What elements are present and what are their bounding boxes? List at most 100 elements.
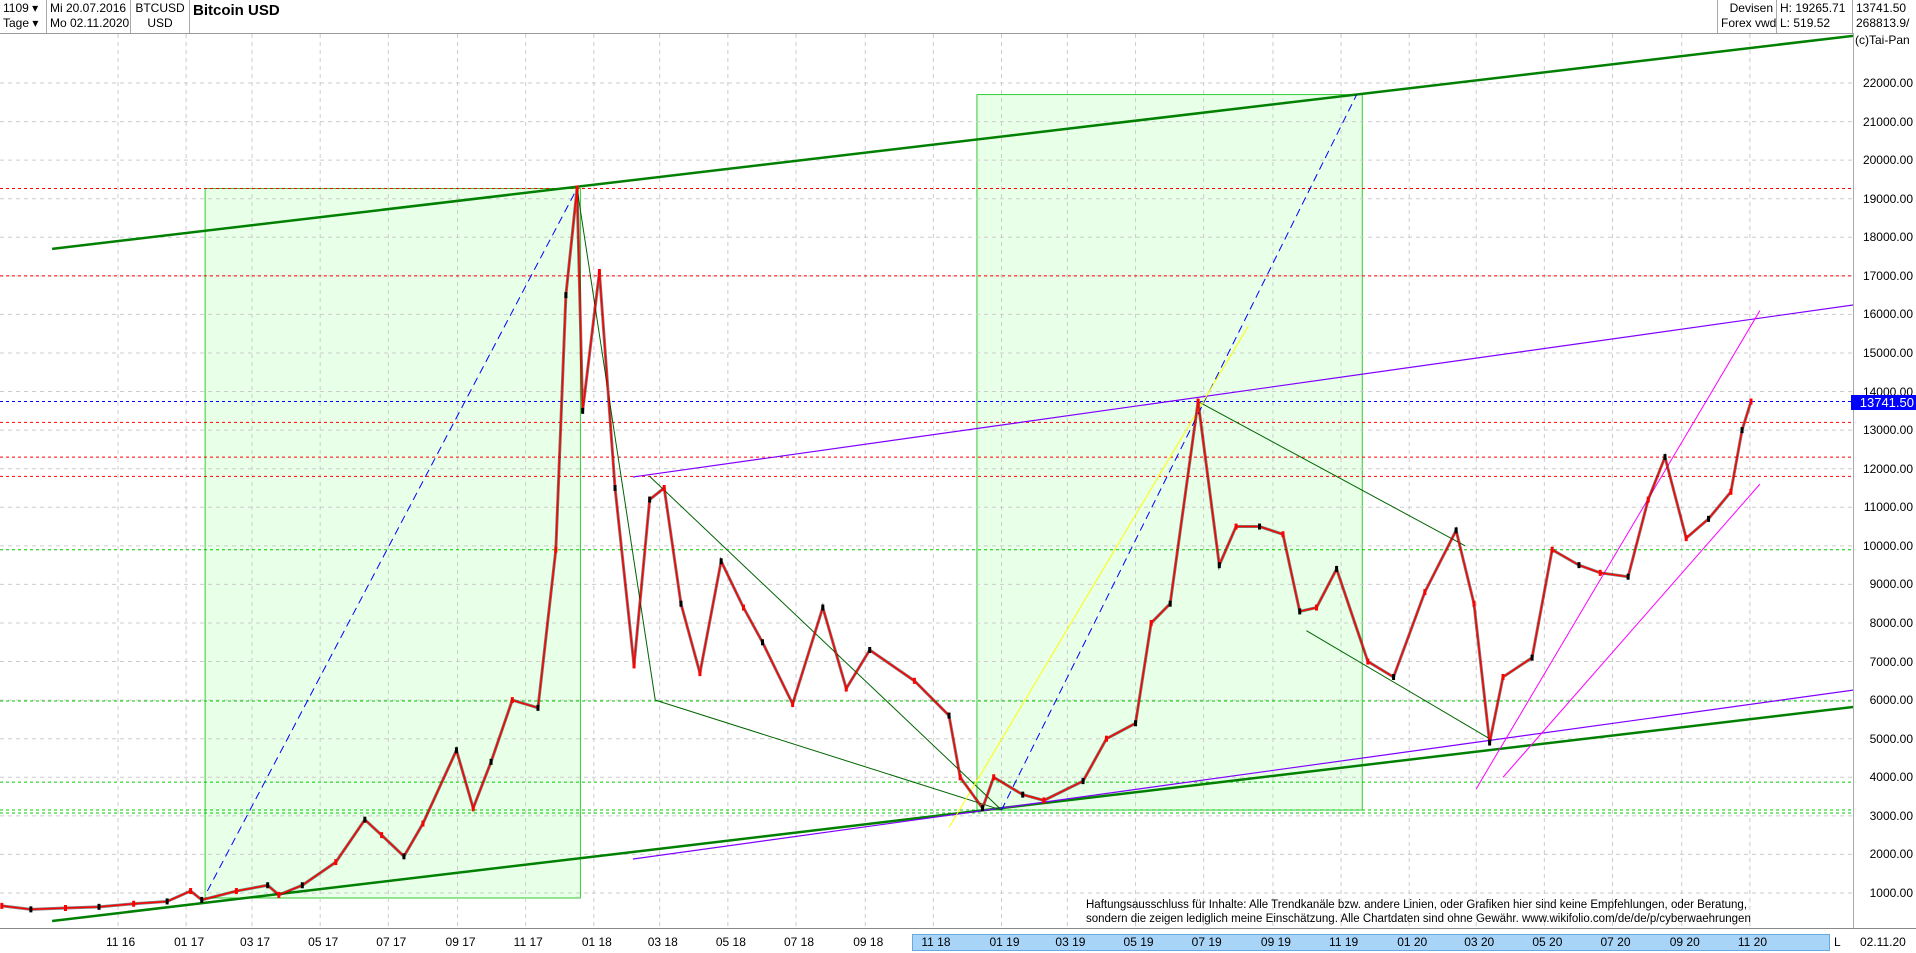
time-tick-label: 07 20 — [1600, 935, 1631, 949]
time-tick-label: 07 18 — [783, 935, 815, 949]
price-tick-label: 9000.00 — [1869, 577, 1913, 592]
trend-line — [649, 476, 1002, 811]
date-from: Mi 20.07.2016 — [50, 1, 127, 15]
candle — [29, 906, 33, 913]
candle — [947, 712, 951, 719]
time-axis[interactable]: L 02.11.20 11 16 01 17 03 17 05 17 07 17 09 1… — [0, 928, 1916, 953]
candle — [1663, 454, 1667, 461]
candle — [564, 292, 568, 299]
trend-line — [632, 689, 1853, 860]
candle — [1105, 735, 1109, 742]
time-tick-label: 05 20 — [1532, 935, 1563, 949]
candle — [189, 888, 193, 895]
current-price-label: 13741.50 — [1851, 394, 1916, 410]
price-tick-label: 3000.00 — [1869, 808, 1913, 823]
candle — [1626, 573, 1630, 580]
price-tick-label: 22000.00 — [1862, 76, 1913, 90]
last-cell: 13741.50 268813.9/ — [1853, 0, 1916, 33]
time-tick-label: 01 17 — [174, 935, 205, 949]
candle — [791, 700, 795, 707]
candle — [1081, 778, 1085, 785]
candle — [597, 268, 601, 275]
candle — [912, 677, 916, 684]
price-chart[interactable] — [0, 0, 1853, 928]
trend-line — [1197, 401, 1466, 547]
candle — [471, 805, 475, 812]
price-tick-label: 16000.00 — [1862, 307, 1913, 322]
candle — [1550, 546, 1554, 553]
candle — [421, 820, 425, 827]
exchange: Devisen — [1729, 1, 1773, 15]
candle — [1217, 562, 1221, 569]
axis-mode-button[interactable]: L — [1834, 935, 1841, 949]
high-value: H: 19265.71 — [1780, 1, 1846, 15]
candle — [1684, 535, 1688, 542]
candle — [1392, 673, 1396, 680]
candle — [0, 902, 4, 909]
time-tick-label: 03 18 — [647, 935, 678, 949]
candle — [821, 604, 825, 611]
candle — [1749, 398, 1753, 405]
price-tick-label: 21000.00 — [1862, 114, 1913, 129]
volume: 268813.9/ — [1856, 16, 1910, 30]
disclaimer-line-2: sondern die zeigen lediglich meine Einsc… — [1086, 913, 1751, 925]
chevron-down-icon: ▾ — [32, 16, 39, 30]
fib-box — [204, 187, 581, 899]
price-tick-label: 8000.00 — [1869, 615, 1913, 630]
candle — [679, 600, 683, 607]
currency: USD — [147, 16, 173, 30]
trend-line — [1001, 94, 1358, 811]
candle — [1335, 565, 1339, 572]
time-tick-label: 09 20 — [1669, 935, 1700, 949]
price-tick-label: 6000.00 — [1869, 693, 1913, 708]
price-tick-label: 10000.00 — [1862, 538, 1913, 553]
candle — [536, 704, 540, 711]
time-tick-label: 01 20 — [1397, 935, 1428, 949]
candle — [380, 832, 384, 839]
time-tick-label: 03 19 — [1055, 935, 1086, 949]
time-tick-label: 03 20 — [1464, 935, 1495, 949]
candle — [648, 496, 652, 503]
price-tick-label: 20000.00 — [1862, 153, 1913, 168]
time-range-selection[interactable] — [912, 934, 1830, 951]
time-tick-label: 05 18 — [715, 935, 746, 949]
candle — [334, 859, 338, 866]
candle — [1577, 562, 1581, 569]
plot-area — [0, 34, 1853, 928]
candle — [1298, 608, 1302, 615]
candle — [510, 697, 514, 704]
time-tick-label: 07 19 — [1191, 935, 1222, 949]
time-tick-label: 11 17 — [513, 935, 543, 949]
candle — [277, 891, 281, 898]
candle — [1314, 604, 1318, 611]
candle — [1168, 600, 1172, 607]
candle — [1423, 589, 1427, 596]
fib-box — [976, 94, 1363, 811]
candle — [454, 747, 458, 754]
price-tick-label: 1000.00 — [1869, 885, 1913, 900]
time-tick-label: 09 18 — [853, 935, 884, 949]
candle — [97, 903, 101, 910]
candle — [1258, 523, 1262, 530]
candle — [1501, 673, 1505, 680]
candle — [1234, 523, 1238, 530]
candle — [632, 662, 636, 669]
price-tick-label: 15000.00 — [1862, 345, 1913, 360]
candle — [1021, 791, 1025, 798]
candle — [581, 407, 585, 414]
symbol: BTCUSD — [135, 1, 185, 15]
candle — [662, 484, 666, 491]
candle — [741, 604, 745, 611]
candle — [1530, 654, 1534, 661]
symbol-cell: BTCUSD USD — [131, 0, 190, 33]
period-selector[interactable]: Tage — [3, 16, 30, 30]
bars-selector[interactable]: 1109 ▾ Tage ▾ — [0, 0, 47, 33]
candle — [1042, 797, 1046, 804]
time-tick-label: 01 18 — [581, 935, 612, 949]
candle — [868, 646, 872, 653]
candle — [266, 882, 270, 889]
candle — [1707, 515, 1711, 522]
price-axis[interactable]: 1000.00 2000.00 3000.00 4000.00 5000.00 6000.… — [1853, 33, 1916, 928]
candle — [64, 905, 68, 912]
time-tick-label: 03 17 — [240, 935, 271, 949]
